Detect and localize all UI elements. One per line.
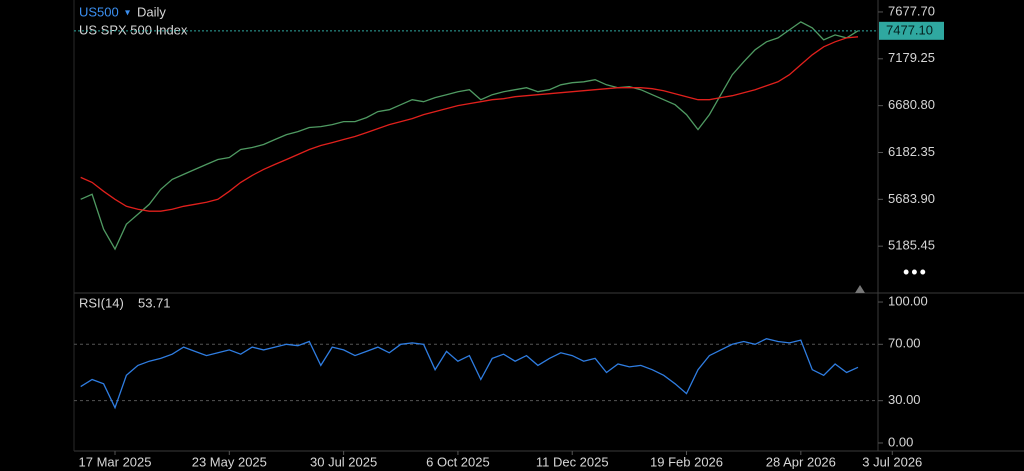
x-tick-label: 11 Dec 2025 bbox=[536, 454, 609, 469]
scroll-marker[interactable] bbox=[855, 285, 865, 293]
x-tick-label: 30 Jul 2025 bbox=[310, 454, 377, 469]
y-tick-label: 6182.35 bbox=[888, 144, 935, 159]
y-tick-label: 7677.70 bbox=[888, 3, 935, 18]
x-tick-label: 3 Jul 2026 bbox=[862, 454, 922, 469]
y-tick-label: 7179.25 bbox=[888, 50, 935, 65]
y-tick-label: 5185.45 bbox=[888, 238, 935, 253]
plot-area bbox=[74, 0, 878, 451]
x-tick-label: 17 Mar 2025 bbox=[79, 454, 152, 469]
y-tick-label: 100.00 bbox=[888, 293, 928, 308]
y-tick-label: 5683.90 bbox=[888, 191, 935, 206]
last-price-label: 7477.10 bbox=[886, 22, 933, 37]
series-line bbox=[80, 21, 859, 251]
series-line bbox=[80, 338, 859, 410]
y-tick-label: 70.00 bbox=[888, 336, 921, 351]
x-tick-label: 19 Feb 2026 bbox=[650, 454, 723, 469]
rsi-title: RSI(14) bbox=[79, 295, 124, 310]
rsi-value: 53.71 bbox=[138, 295, 171, 310]
x-tick-label: 6 Oct 2025 bbox=[426, 454, 490, 469]
more-menu[interactable]: ••• bbox=[903, 262, 928, 282]
y-tick-label: 6680.80 bbox=[888, 97, 935, 112]
symbol[interactable]: US500 bbox=[79, 4, 119, 19]
instrument-name: US SPX 500 Index bbox=[79, 22, 188, 37]
interval[interactable]: Daily bbox=[137, 4, 166, 19]
series-line bbox=[80, 36, 859, 212]
last-price-box bbox=[879, 21, 944, 40]
y-tick-label: 0.00 bbox=[888, 434, 913, 449]
x-tick-label: 28 Apr 2026 bbox=[766, 454, 836, 469]
y-tick-label: 30.00 bbox=[888, 392, 921, 407]
symbol-dropdown[interactable]: ▾ bbox=[125, 8, 130, 19]
x-tick-label: 23 May 2025 bbox=[192, 454, 267, 469]
